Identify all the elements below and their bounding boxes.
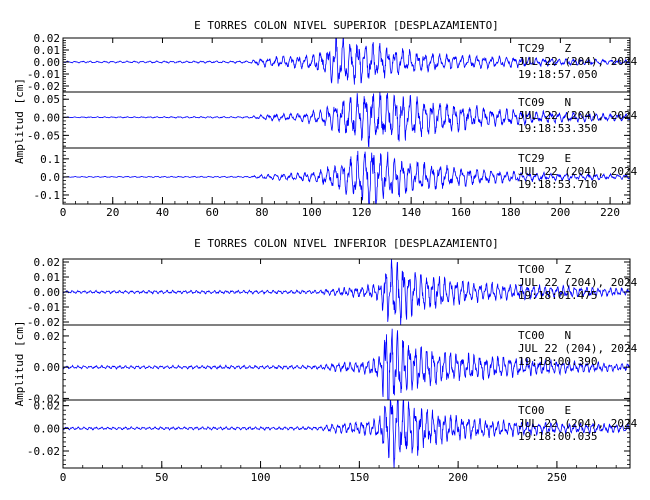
x-tick-label: 200 xyxy=(448,471,468,484)
x-tick-label: 150 xyxy=(349,471,369,484)
y-tick-label: -0.02 xyxy=(27,80,60,93)
x-tick-label: 20 xyxy=(106,206,119,219)
y-tick-label: 0.01 xyxy=(34,44,61,57)
y-tick-label: 0.00 xyxy=(34,56,61,69)
y-tick-label: 0.02 xyxy=(34,330,61,343)
y-tick-label: -0.01 xyxy=(27,301,60,314)
y-tick-label: -0.05 xyxy=(27,129,60,142)
y-tick-label: -0.02 xyxy=(27,445,60,458)
panel-frame xyxy=(62,399,631,469)
y-tick-label: 0.00 xyxy=(34,111,61,124)
station-label: TC29 Z xyxy=(518,42,572,55)
station-label: TC00 E xyxy=(518,404,571,417)
x-tick-label: 250 xyxy=(547,471,567,484)
y-tick-label: -0.02 xyxy=(27,316,60,329)
x-tick-label: 180 xyxy=(501,206,521,219)
trace-tc00-z xyxy=(63,259,630,325)
x-tick-label: 120 xyxy=(351,206,371,219)
chart-nivel-superior: E TORRES COLON NIVEL SUPERIOR [DESPLAZAM… xyxy=(13,19,638,219)
x-tick-label: 50 xyxy=(155,471,168,484)
trace-tc29-e xyxy=(63,150,630,204)
station-label: TC29 E xyxy=(518,152,571,165)
record-date: JUL 22 (204), 2024 xyxy=(518,109,638,122)
trace-tc00-e xyxy=(63,400,630,468)
x-tick-label: 60 xyxy=(206,206,219,219)
x-tick-label: 200 xyxy=(550,206,570,219)
y-tick-label: -0.02 xyxy=(27,392,60,405)
panel-frame xyxy=(62,147,631,205)
x-tick-label: 0 xyxy=(60,206,67,219)
station-code: TC00 xyxy=(518,404,545,417)
component-code: Z xyxy=(565,42,572,55)
station-code: TC00 xyxy=(518,263,545,276)
y-tick-label: 0.00 xyxy=(34,361,61,374)
trace-tc00-n xyxy=(63,328,630,400)
station-code: TC29 xyxy=(518,42,545,55)
x-tick-label: 80 xyxy=(255,206,268,219)
y-tick-label: 0.1 xyxy=(40,153,60,166)
component-code: N xyxy=(565,96,572,109)
y-tick-label: -0.1 xyxy=(34,189,61,202)
station-code: TC00 xyxy=(518,329,545,342)
y-tick-label: 0.02 xyxy=(34,32,61,45)
y-axis-label: Amplitud [cm] xyxy=(13,78,26,164)
chart-nivel-inferior: E TORRES COLON NIVEL INFERIOR [DESPLAZAM… xyxy=(13,237,638,484)
y-tick-label: -0.01 xyxy=(27,68,60,81)
component-code: N xyxy=(565,329,572,342)
y-tick-label: 0.0 xyxy=(40,171,60,184)
x-tick-label: 100 xyxy=(251,471,271,484)
y-axis-label: Amplitud [cm] xyxy=(13,320,26,406)
station-code: TC09 xyxy=(518,96,545,109)
y-tick-label: 0.02 xyxy=(34,400,61,413)
record-date: JUL 22 (204), 2024 xyxy=(518,55,638,68)
station-label: TC00 Z xyxy=(518,263,572,276)
chart-title: E TORRES COLON NIVEL INFERIOR [DESPLAZAM… xyxy=(194,237,499,250)
station-code: TC29 xyxy=(518,152,545,165)
record-date: JUL 22 (204), 2024 xyxy=(518,276,638,289)
record-date: JUL 22 (204), 2024 xyxy=(518,165,638,178)
record-time: 19:18:57.050 xyxy=(518,68,597,81)
record-date: JUL 22 (204), 2024 xyxy=(518,342,638,355)
component-code: E xyxy=(565,404,572,417)
x-tick-label: 160 xyxy=(451,206,471,219)
y-tick-label: 0.05 xyxy=(34,93,61,106)
chart-title: E TORRES COLON NIVEL SUPERIOR [DESPLAZAM… xyxy=(194,19,499,32)
x-axis: 0 50 100 150 200 250 xyxy=(60,259,617,484)
y-tick-label: 0.02 xyxy=(34,256,61,269)
record-time: 19:18:53.350 xyxy=(518,122,597,135)
station-label: TC00 N xyxy=(518,329,571,342)
record-time: 19:18:01.475 xyxy=(518,289,597,302)
y-tick-label: 0.00 xyxy=(34,286,61,299)
y-tick-label: 0.00 xyxy=(34,422,61,435)
trace-tc09-n xyxy=(63,92,630,148)
x-tick-label: 140 xyxy=(401,206,421,219)
record-time: 19:18:00.035 xyxy=(518,430,597,443)
trace-tc29-z xyxy=(63,38,630,85)
x-tick-label: 0 xyxy=(60,471,67,484)
component-code: E xyxy=(565,152,572,165)
record-time: 19:18:00.390 xyxy=(518,355,597,368)
x-tick-label: 100 xyxy=(302,206,322,219)
x-tick-label: 220 xyxy=(600,206,620,219)
record-time: 19:18:53.710 xyxy=(518,178,597,191)
y-tick-label: 0.01 xyxy=(34,271,61,284)
record-date: JUL 22 (204), 2024 xyxy=(518,417,638,430)
station-label: TC09 N xyxy=(518,96,571,109)
x-axis: 0 20 40 60 80 100 120 140 160 180 200 220 xyxy=(60,38,623,219)
x-tick-label: 40 xyxy=(156,206,169,219)
component-code: Z xyxy=(565,263,572,276)
